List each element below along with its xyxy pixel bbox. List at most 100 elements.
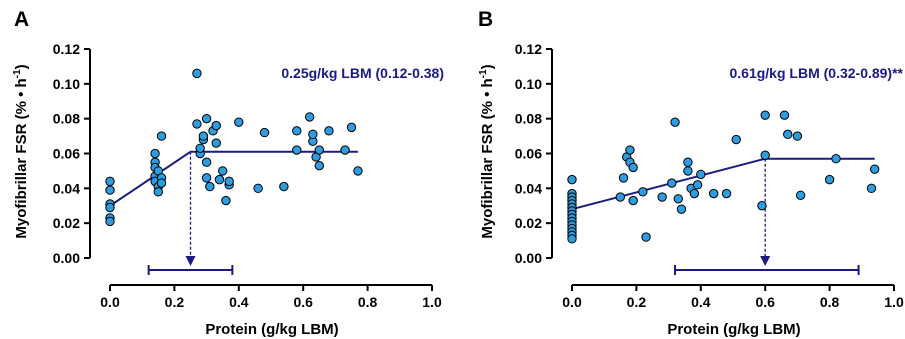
data-point	[234, 117, 244, 127]
y-tick-label: 0.02	[515, 215, 542, 231]
x-tick-label: 0.4	[229, 294, 249, 310]
panel-letter: B	[478, 8, 493, 31]
y-axis-title-main: Myofibrillar FSR (% • h	[13, 78, 30, 238]
data-point	[156, 178, 167, 188]
data-point	[667, 178, 677, 188]
data-point	[211, 138, 221, 148]
data-point	[692, 180, 703, 190]
x-tick-label: 0.0	[100, 294, 120, 310]
x-tick-label: 1.0	[422, 294, 442, 310]
y-tick-label: 0.04	[53, 180, 80, 196]
data-point	[676, 204, 687, 214]
data-point	[221, 195, 231, 206]
panel-a: A 0.00 0.02 0.04 0.06 0.08 0.10 0.12 0.0 0.2 0.4 0.…	[12, 8, 444, 338]
y-axis-title: Myofibrillar FSR (% • h-1)	[478, 64, 496, 238]
breakpoint-annotation: 0.25g/kg LBM (0.12-0.38)	[281, 65, 444, 81]
data-point	[625, 145, 635, 155]
breakpoint-arrowhead	[760, 256, 771, 266]
data-point	[201, 173, 212, 183]
data-point	[638, 187, 648, 197]
data-point	[696, 169, 706, 180]
y-tick-label: 0.10	[515, 76, 542, 92]
data-point	[353, 166, 363, 176]
data-point	[779, 110, 790, 120]
x-tick-label: 0.2	[627, 294, 647, 310]
fit-line	[109, 150, 358, 207]
data-point	[211, 120, 221, 131]
data-point	[641, 232, 651, 242]
data-point	[670, 117, 680, 127]
y-tick-label: 0.00	[515, 250, 542, 266]
x-tick-label: 0.6	[293, 294, 313, 310]
data-point	[324, 126, 334, 136]
data-point	[869, 164, 880, 174]
breakpoint-annotation: 0.61g/kg LBM (0.32-0.89)**	[729, 65, 903, 81]
data-point	[757, 201, 767, 211]
y-tick-label: 0.08	[515, 111, 542, 127]
data-point	[721, 188, 732, 199]
data-point	[760, 110, 770, 120]
y-axis-title-close: )	[13, 64, 30, 69]
x-tick-label: 0.4	[691, 294, 711, 310]
data-point	[292, 145, 302, 155]
data-point	[792, 131, 803, 141]
data-point	[304, 112, 315, 122]
data-point	[201, 113, 212, 124]
data-point	[824, 174, 835, 185]
data-point	[866, 183, 877, 194]
data-point	[683, 157, 693, 167]
data-point	[731, 134, 741, 145]
data-point	[567, 174, 577, 185]
data-point	[192, 68, 202, 79]
data-point	[214, 174, 225, 185]
data-point	[346, 122, 357, 133]
data-point	[567, 234, 577, 244]
data-point	[683, 166, 693, 176]
data-point	[150, 148, 160, 159]
y-axis-title-superscript: -1	[12, 69, 23, 78]
y-axis-title-close: )	[479, 64, 496, 69]
panel-letter: A	[14, 8, 29, 31]
y-axis-title: Myofibrillar FSR (% • h-1)	[12, 64, 30, 238]
data-point	[195, 143, 205, 153]
data-point	[253, 183, 263, 194]
y-tick-label: 0.04	[515, 180, 542, 196]
data-point	[308, 129, 318, 140]
y-axis-title-main: Myofibrillar FSR (% • h	[479, 78, 496, 238]
data-point	[105, 185, 115, 195]
x-axis-title: Protein (g/kg LBM)	[667, 321, 800, 338]
panel-b: B 0.00 0.02 0.04 0.06 0.08 0.10 0.12 0.0 0.2 0.4 0.…	[478, 8, 904, 338]
data-point	[628, 162, 638, 173]
x-tick-label: 0.6	[755, 294, 775, 310]
data-point	[279, 181, 289, 192]
data-point	[760, 150, 770, 160]
data-point	[708, 188, 719, 199]
x-tick-label: 1.0	[884, 294, 904, 310]
data-point	[105, 176, 115, 187]
data-point	[105, 216, 115, 227]
x-tick-label: 0.8	[358, 294, 378, 310]
y-tick-label: 0.10	[53, 76, 80, 92]
data-point	[628, 195, 638, 206]
x-tick-label: 0.8	[820, 294, 840, 310]
y-tick-label: 0.12	[53, 41, 80, 57]
data-point	[259, 127, 270, 138]
y-tick-label: 0.08	[53, 111, 80, 127]
data-point	[224, 176, 234, 187]
y-tick-label: 0.02	[53, 215, 80, 231]
data-point	[153, 187, 164, 197]
data-point	[218, 166, 228, 176]
data-point	[831, 154, 841, 164]
data-point	[689, 188, 700, 199]
x-tick-label: 0.0	[562, 294, 582, 310]
x-tick-label: 0.2	[165, 294, 185, 310]
data-point	[198, 131, 209, 141]
data-point	[105, 202, 115, 213]
data-point	[192, 119, 202, 129]
data-point	[314, 145, 324, 155]
y-axis-title-superscript: -1	[478, 69, 489, 78]
y-tick-label: 0.06	[515, 146, 542, 162]
data-point	[340, 145, 350, 155]
data-point	[292, 126, 302, 136]
